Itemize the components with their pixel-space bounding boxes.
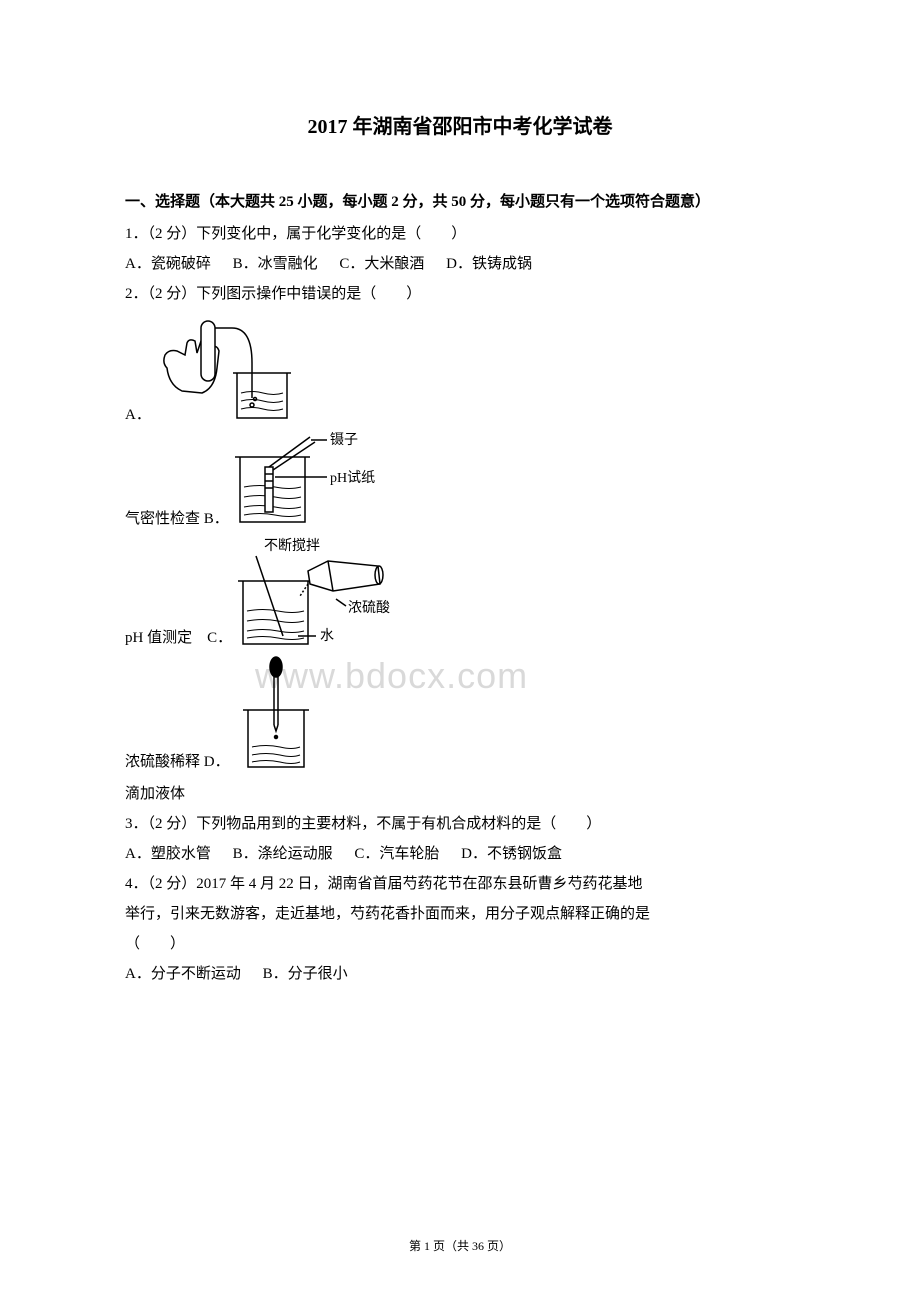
q2-after-d: 滴加液体 bbox=[125, 779, 795, 809]
q1-opt-b: B．冰雪融化 bbox=[233, 249, 318, 279]
q4-opt-a: A．分子不断运动 bbox=[125, 959, 241, 989]
h2so4-label: 浓硫酸 bbox=[348, 600, 390, 616]
stir-label: 不断搅拌 bbox=[264, 538, 320, 554]
dropper-diagram-icon bbox=[236, 655, 316, 775]
q2-b-label: 气密性检查 B． bbox=[125, 507, 229, 533]
q3-opt-c: C．汽车轮胎 bbox=[354, 839, 439, 869]
question-2: 2．（2 分）下列图示操作中错误的是（ ） A． bbox=[125, 279, 795, 809]
exam-title: 2017 年湖南省邵阳市中考化学试卷 bbox=[125, 110, 795, 139]
q1-opt-a: A．瓷碗破碎 bbox=[125, 249, 211, 279]
tweezers-label: 镊子 bbox=[330, 432, 358, 448]
question-3: 3．（2 分）下列物品用到的主要材料，不属于有机合成材料的是（ ） A．塑胶水管… bbox=[125, 809, 795, 869]
water-label: 水 bbox=[320, 628, 334, 644]
q3-stem: 3．（2 分）下列物品用到的主要材料，不属于有机合成材料的是（ ） bbox=[125, 809, 795, 839]
dilution-diagram-icon: 不断搅拌 浓硫酸 水 bbox=[238, 536, 408, 651]
question-1: 1．（2 分）下列变化中，属于化学变化的是（ ） A．瓷碗破碎 B．冰雪融化 C… bbox=[125, 219, 795, 279]
section-header: 一、选择题（本大题共 25 小题，每小题 2 分，共 50 分，每小题只有一个选… bbox=[125, 187, 795, 217]
airtight-diagram-icon bbox=[157, 313, 307, 428]
q2-c-row: pH 值测定 C． bbox=[125, 536, 795, 651]
q4-stem-l3: （ ） bbox=[125, 929, 795, 959]
q1-opt-c: C．大米酿酒 bbox=[339, 249, 424, 279]
ph-diagram-icon: 镊子 pH试纸 bbox=[235, 432, 380, 532]
q2-d-row: 浓硫酸稀释 D． bbox=[125, 655, 795, 775]
q4-stem-l2: 举行，引来无数游客，走近基地，芍药花香扑面而来，用分子观点解释正确的是 bbox=[125, 899, 795, 929]
question-4: 4．（2 分）2017 年 4 月 22 日，湖南省首届芍药花节在邵东县斫曹乡芍… bbox=[125, 869, 795, 989]
q2-a-row: A． bbox=[125, 313, 795, 428]
q4-opt-b: B．分子很小 bbox=[263, 959, 348, 989]
q3-opt-d: D．不锈钢饭盒 bbox=[461, 839, 562, 869]
page-footer: 第 1 页（共 36 页） bbox=[0, 1237, 920, 1254]
q2-b-row: 气密性检查 B． bbox=[125, 432, 795, 532]
q1-stem: 1．（2 分）下列变化中，属于化学变化的是（ ） bbox=[125, 219, 795, 249]
q2-stem: 2．（2 分）下列图示操作中错误的是（ ） bbox=[125, 279, 795, 309]
q1-opt-d: D．铁铸成锅 bbox=[446, 249, 532, 279]
q2-c-label: pH 值测定 C． bbox=[125, 626, 232, 652]
q2-d-label: 浓硫酸稀释 D． bbox=[125, 750, 230, 776]
page-content: 2017 年湖南省邵阳市中考化学试卷 一、选择题（本大题共 25 小题，每小题 … bbox=[125, 110, 795, 989]
q4-stem-l1: 4．（2 分）2017 年 4 月 22 日，湖南省首届芍药花节在邵东县斫曹乡芍… bbox=[125, 869, 795, 899]
q2-a-label: A． bbox=[125, 403, 151, 429]
q3-opt-b: B．涤纶运动服 bbox=[233, 839, 333, 869]
q3-opt-a: A．塑胶水管 bbox=[125, 839, 211, 869]
ph-strip-label: pH试纸 bbox=[330, 470, 375, 486]
